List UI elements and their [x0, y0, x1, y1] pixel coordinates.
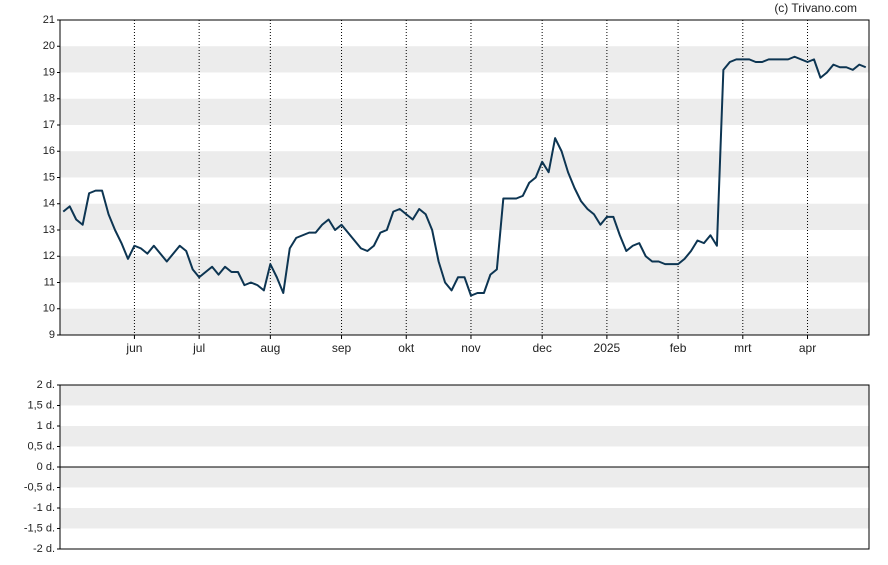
x-tick-label: nov	[461, 341, 480, 355]
x-tick-label: jun	[125, 341, 142, 355]
x-tick-label: apr	[799, 341, 816, 355]
y-tick-label: 0,5 d.	[27, 440, 55, 452]
grid-band	[60, 203, 869, 230]
y-tick-label: -1 d.	[33, 502, 55, 514]
y-tick-label: -2 d.	[33, 543, 55, 555]
y-tick-label: 10	[43, 303, 55, 315]
x-tick-label: dec	[532, 341, 551, 355]
grid-band	[60, 426, 869, 447]
y-tick-label: 1,5 d.	[27, 399, 55, 411]
x-tick-label: mrt	[734, 341, 752, 355]
x-tick-label: okt	[398, 341, 415, 355]
grid-band	[60, 467, 869, 488]
x-tick-label: jul	[192, 341, 205, 355]
y-tick-label: 13	[43, 224, 55, 236]
grid-band	[60, 385, 869, 406]
y-tick-label: 12	[43, 250, 55, 262]
y-tick-label: 9	[49, 329, 55, 341]
grid-band	[60, 98, 869, 125]
y-tick-label: 1 d.	[37, 420, 55, 432]
source: (c) Trivano.com	[774, 1, 857, 15]
y-tick-label: 11	[44, 276, 55, 288]
y-tick-label: 17	[43, 119, 55, 131]
grid-band	[60, 508, 869, 529]
y-tick-label: 18	[43, 93, 55, 105]
y-tick-label: 20	[43, 40, 55, 52]
y-tick-label: 21	[43, 14, 55, 26]
y-tick-label: 15	[43, 171, 55, 183]
y-tick-label: 16	[43, 145, 55, 157]
x-tick-label: aug	[260, 341, 280, 355]
y-tick-label: 14	[43, 198, 55, 210]
y-tick-label: 0 d.	[37, 461, 55, 473]
y-tick-label: -0,5 d.	[24, 481, 55, 493]
y-tick-label: -1,5 d.	[24, 522, 55, 534]
y-tick-label: 2 d.	[37, 379, 55, 391]
plot-frame	[59, 384, 870, 550]
y-tick-label: 19	[43, 66, 55, 78]
price-line	[62, 55, 867, 297]
x-tick-label: sep	[332, 341, 352, 355]
x-tick-label: 2025	[594, 341, 621, 355]
grid-band	[60, 308, 869, 335]
x-tick-label: feb	[670, 341, 687, 355]
plot-frame	[59, 19, 870, 336]
grid-band	[60, 151, 869, 178]
